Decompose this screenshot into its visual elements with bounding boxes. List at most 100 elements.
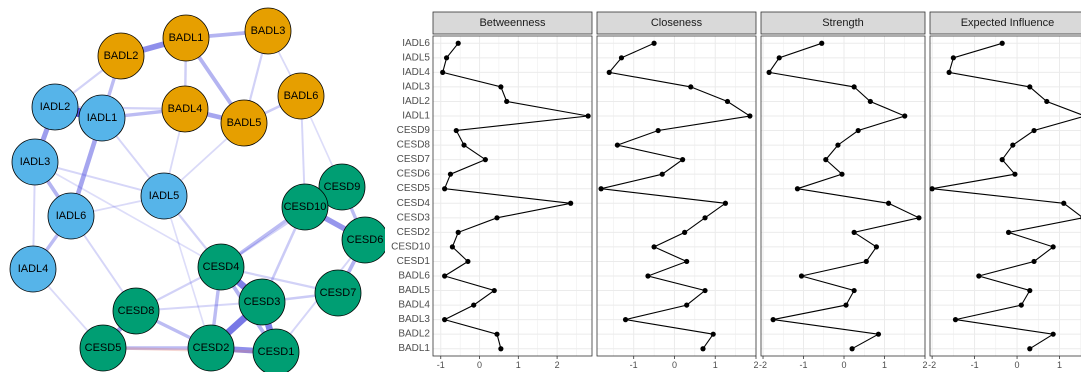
point-badl6 [645,273,651,279]
edge-iadl5-cesd2 [163,195,212,349]
point-iadl2 [724,98,731,105]
point-cesd5 [929,186,935,192]
point-cesd1 [863,258,869,265]
ytick-cesd6: CESD6 [397,169,431,180]
node-label: IADL5 [149,190,180,202]
node-iadl1: IADL1 [78,94,126,142]
facet-expected-influence: Expected Influence -2 -1 0 1 [928,11,1081,370]
point-iadl6 [455,40,461,46]
point-cesd10 [449,244,455,250]
node-label: CESD2 [193,342,230,354]
node-label: IADL6 [56,210,87,222]
point-cesd4 [1061,200,1067,206]
node-label: BADL1 [169,32,204,44]
ytick-iadl4: IADL4 [402,67,430,78]
xtick-label: -1 [630,360,638,370]
point-badl6 [976,273,982,279]
node-label: CESD10 [284,201,327,213]
xtick-label: 0 [672,360,677,370]
xtick-label: -2 [928,360,936,370]
node-cesd8: CESD8 [112,287,160,335]
node-circle [187,324,235,372]
point-badl2 [875,331,882,337]
node-cesd10: CESD10 [281,183,329,231]
point-iadl4 [606,69,612,75]
ytick-iadl3: IADL3 [402,81,430,92]
point-iadl1 [747,113,753,119]
node-iadl3: IADL3 [11,138,59,186]
network-nodes: BADL1 BADL2 BADL3 BADL4 BADL5 BADL6 IADL1 IADL2… [9,7,385,372]
point-cesd2 [682,229,688,235]
point-badl1 [1027,346,1033,352]
xtick-label: -1 [437,360,445,370]
node-cesd2: CESD2 [187,324,235,372]
point-cesd2 [1005,229,1012,235]
point-cesd8 [835,142,841,148]
point-badl5 [851,287,857,294]
panel-border [432,35,593,357]
node-label: IADL4 [18,263,49,275]
ytick-iadl5: IADL5 [402,52,430,63]
point-badl5 [1027,287,1033,294]
point-iadl4 [440,69,446,75]
point-cesd10 [873,244,880,250]
point-cesd9 [855,127,861,134]
network-graph: BADL1 BADL2 BADL3 BADL4 BADL5 BADL6 IADL1 IADL2… [9,7,385,372]
point-iadl3 [498,84,504,90]
point-badl5 [491,287,497,294]
point-cesd5 [598,186,604,192]
node-label: BADL3 [251,25,286,37]
point-cesd8 [1010,142,1016,148]
node-badl4: BADL4 [161,85,209,133]
point-badl4 [471,302,477,308]
point-iadl3 [1027,84,1033,90]
xtick-label: 2 [555,360,560,370]
point-badl5 [702,287,708,294]
node-circle [78,94,126,142]
node-label: BADL6 [284,90,319,102]
node-cesd9: CESD9 [318,163,366,211]
ytick-cesd4: CESD4 [397,198,431,209]
node-cesd4: CESD4 [197,243,245,291]
panel-background [433,36,592,356]
point-iadl4 [766,69,772,75]
point-cesd8 [614,142,620,148]
node-badl2: BADL2 [97,32,145,80]
point-cesd6 [1012,171,1018,177]
point-cesd7 [823,157,829,163]
series-line [932,42,1081,350]
point-badl4 [1018,302,1024,308]
node-circle [162,14,210,62]
facet-strip [596,11,757,35]
node-cesd6: CESD6 [341,216,385,264]
node-circle [97,32,145,80]
node-label: CESD8 [118,305,155,317]
point-cesd6 [447,171,454,177]
point-badl1 [498,346,504,352]
point-badl2 [710,331,716,337]
node-circle [314,269,362,317]
ytick-iadl2: IADL2 [402,96,430,107]
node-circle [197,243,245,291]
node-circle [161,85,209,133]
node-iadl6: IADL6 [47,192,95,240]
node-label: BADL4 [168,103,203,115]
point-cesd9 [453,127,459,134]
ytick-cesd10: CESD10 [391,241,430,252]
xtick-label: 2 [753,360,758,370]
point-iadl5 [950,55,956,61]
node-label: CESD3 [244,296,281,308]
node-label: CESD1 [258,346,295,358]
node-circle [281,183,329,231]
facet-strength: Strength -2 -1 0 1 2 [759,11,928,370]
panel-background [930,36,1081,356]
node-cesd7: CESD7 [314,269,362,317]
node-iadl2: IADL2 [31,83,79,131]
point-iadl5 [776,55,782,61]
facet-title: Closeness [651,17,703,29]
ytick-badl6: BADL6 [398,271,430,282]
ytick-cesd1: CESD1 [397,256,431,267]
ytick-iadl1: IADL1 [402,111,430,122]
facet-closeness: Closeness -1 0 1 2 [596,11,759,370]
series-line [768,42,921,350]
